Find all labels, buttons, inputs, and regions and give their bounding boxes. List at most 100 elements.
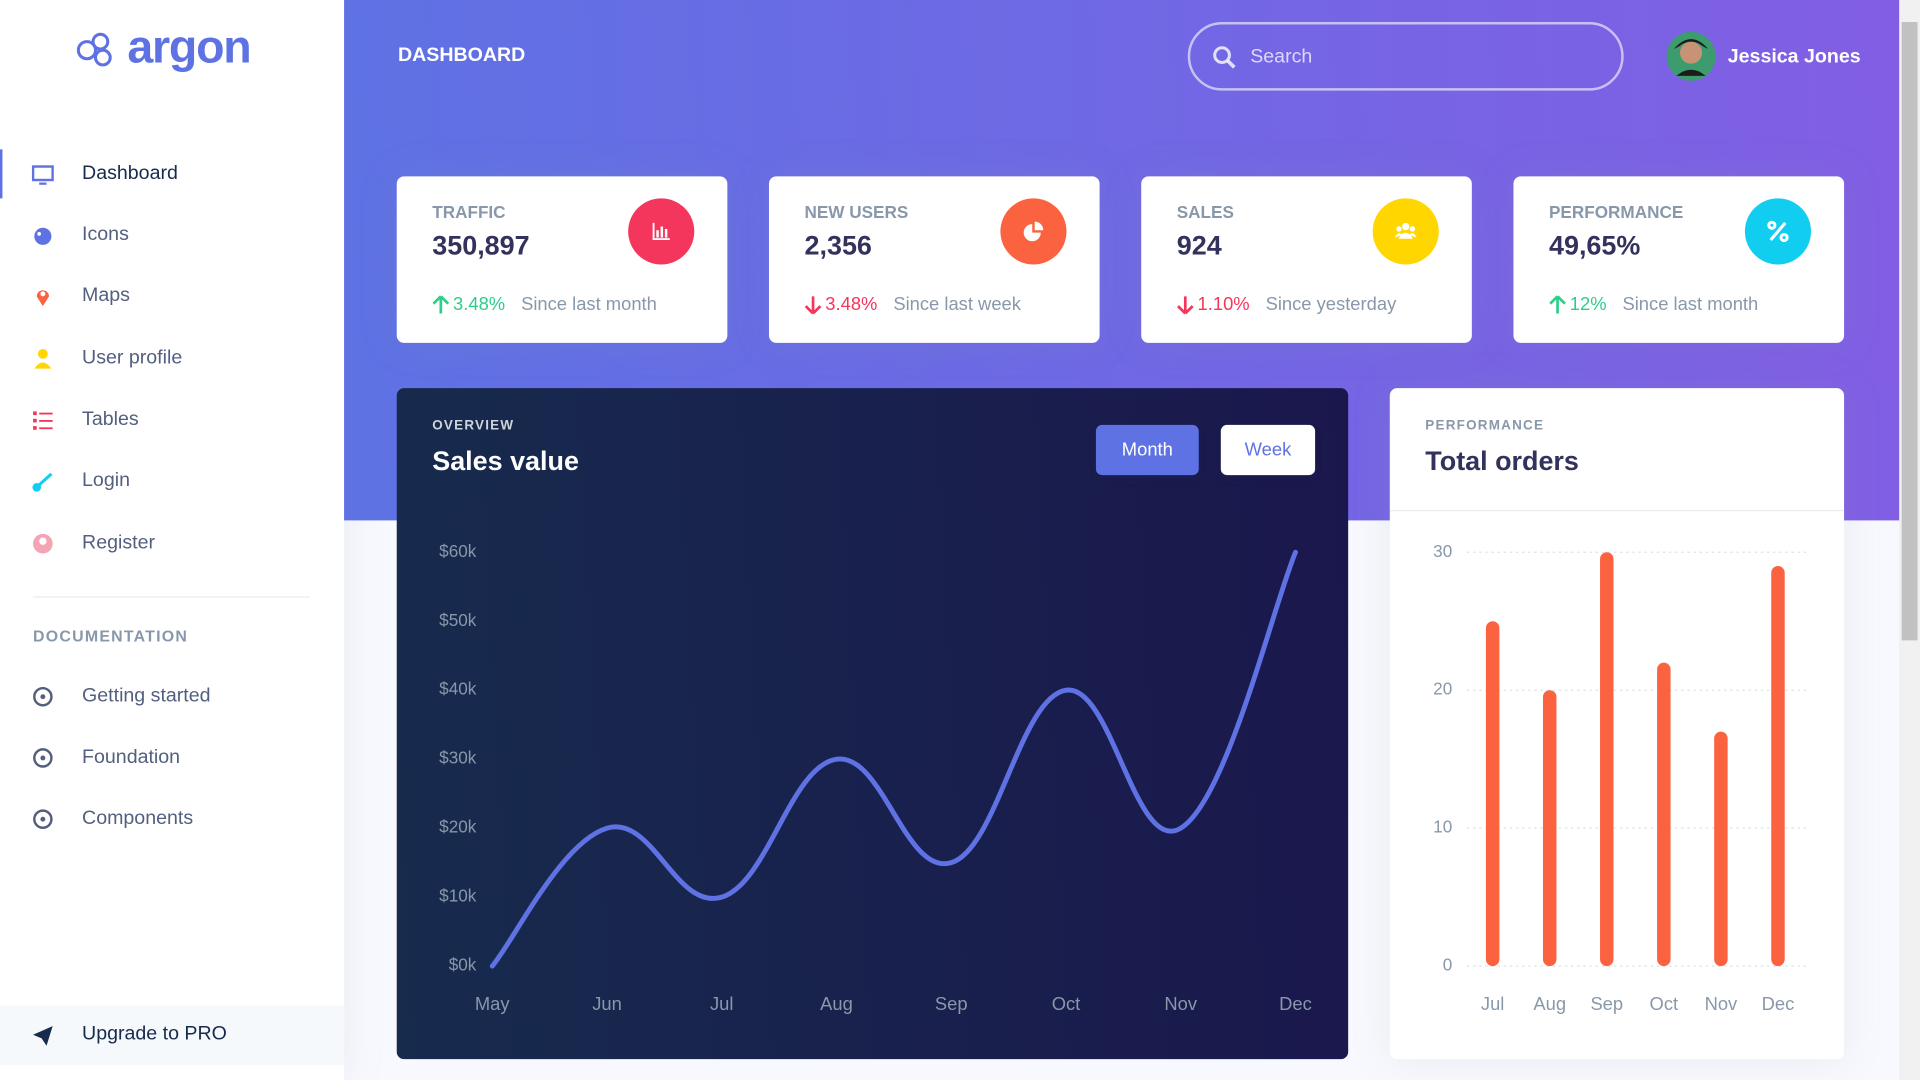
stat-change: 1.10% bbox=[1197, 293, 1250, 315]
x-tick-label: Sep bbox=[1590, 993, 1623, 1014]
x-tick-label: Oct bbox=[1052, 993, 1081, 1014]
y-tick-label: 10 bbox=[1433, 817, 1452, 837]
stat-icon bbox=[1744, 198, 1812, 265]
stat-glyph bbox=[1394, 222, 1417, 239]
nav-item[interactable]: Login bbox=[82, 470, 130, 492]
week-button[interactable]: Week bbox=[1220, 424, 1316, 476]
x-tick-label: May bbox=[475, 993, 511, 1014]
stat-label: NEW USERS bbox=[804, 202, 909, 222]
search-box[interactable]: Search bbox=[1187, 22, 1624, 91]
chart-pretitle: OVERVIEW bbox=[432, 418, 514, 433]
nav-icon bbox=[34, 348, 52, 369]
trend-arrow bbox=[1549, 295, 1566, 314]
stat-change: 3.48% bbox=[825, 293, 878, 315]
y-tick-label: $0k bbox=[449, 955, 477, 975]
orders-card bbox=[1389, 388, 1845, 1060]
x-tick-label: Nov bbox=[1705, 993, 1738, 1014]
nav-item[interactable]: Register bbox=[82, 532, 155, 554]
stat-value: 49,65% bbox=[1548, 230, 1641, 261]
nav-icon bbox=[36, 290, 49, 307]
doc-item[interactable]: Getting started bbox=[82, 685, 211, 707]
stat-card: NEW USERS 2,356 3.48% Since last week bbox=[768, 176, 1100, 343]
y-tick-label: 20 bbox=[1433, 679, 1452, 699]
bar bbox=[1657, 662, 1671, 967]
trend-arrow bbox=[432, 295, 450, 314]
divider bbox=[33, 596, 310, 598]
nav-icon bbox=[33, 411, 53, 430]
nav-icon bbox=[34, 227, 52, 245]
y-tick-label: $10k bbox=[439, 886, 477, 906]
stat-value: 2,356 bbox=[804, 230, 872, 261]
upgrade-icon bbox=[33, 1026, 53, 1046]
sales-line bbox=[489, 549, 1298, 969]
bar bbox=[1600, 552, 1614, 967]
brand-logo bbox=[76, 32, 112, 67]
y-tick-label: $30k bbox=[439, 748, 477, 768]
nav-item[interactable]: Dashboard bbox=[82, 162, 178, 184]
nav-item[interactable]: Tables bbox=[82, 408, 139, 430]
nav-icon bbox=[33, 533, 53, 554]
stat-value: 924 bbox=[1176, 230, 1222, 261]
stat-period: Since yesterday bbox=[1265, 293, 1397, 315]
sales-card bbox=[396, 388, 1349, 1060]
nav-icon bbox=[32, 472, 53, 492]
active-indicator bbox=[0, 149, 3, 199]
bar bbox=[1771, 566, 1785, 967]
stat-period: Since last month bbox=[1622, 293, 1759, 315]
stat-card: SALES 924 1.10% Since yesterday bbox=[1141, 176, 1472, 343]
doc-icon bbox=[33, 809, 53, 829]
y-tick-label: $40k bbox=[439, 679, 477, 699]
upgrade-label: Upgrade to PRO bbox=[82, 1023, 227, 1045]
chart-pretitle: PERFORMANCE bbox=[1425, 418, 1544, 433]
stat-icon bbox=[628, 198, 695, 265]
page-title: DASHBOARD bbox=[397, 45, 526, 67]
x-tick-label: Jun bbox=[592, 993, 622, 1014]
stat-glyph bbox=[652, 222, 670, 241]
bar bbox=[1542, 690, 1557, 967]
stat-glyph bbox=[1767, 220, 1789, 243]
trend-arrow bbox=[1177, 296, 1194, 315]
stat-icon bbox=[1000, 198, 1067, 265]
stat-label: TRAFFIC bbox=[432, 202, 506, 222]
stat-label: SALES bbox=[1176, 202, 1234, 222]
x-tick-label: Oct bbox=[1650, 993, 1679, 1014]
x-tick-label: Nov bbox=[1164, 993, 1197, 1014]
stat-period: Since last week bbox=[893, 293, 1021, 315]
y-tick-label: $60k bbox=[439, 541, 477, 561]
x-tick-label: Jul bbox=[710, 993, 733, 1014]
x-tick-label: Aug bbox=[1533, 993, 1566, 1014]
stat-glyph bbox=[1023, 221, 1044, 242]
stat-value: 350,897 bbox=[432, 230, 530, 261]
nav-item[interactable]: User profile bbox=[82, 347, 183, 369]
scroll-thumb[interactable] bbox=[1901, 22, 1918, 641]
bar bbox=[1714, 731, 1728, 967]
bar bbox=[1485, 621, 1500, 967]
stat-card: PERFORMANCE 49,65% 12% Since last month bbox=[1513, 176, 1845, 343]
stat-change: 3.48% bbox=[453, 293, 506, 315]
stat-change: 12% bbox=[1569, 293, 1607, 315]
x-tick-label: Sep bbox=[935, 993, 968, 1014]
nav-item[interactable]: Icons bbox=[82, 224, 129, 245]
nav-item[interactable]: Maps bbox=[82, 285, 130, 307]
y-tick-label: 30 bbox=[1433, 541, 1452, 561]
nav-icon bbox=[31, 165, 54, 185]
y-tick-label: $20k bbox=[439, 817, 477, 837]
stat-icon bbox=[1372, 198, 1439, 265]
month-button[interactable]: Month bbox=[1095, 424, 1199, 476]
avatar[interactable] bbox=[1666, 31, 1716, 81]
doc-icon bbox=[33, 686, 53, 707]
y-tick-label: $50k bbox=[439, 610, 477, 630]
doc-item[interactable]: Foundation bbox=[82, 746, 181, 768]
upgrade-bar[interactable]: Upgrade to PRO bbox=[0, 1005, 345, 1066]
search-placeholder: Search bbox=[1250, 46, 1313, 68]
x-tick-label: Jul bbox=[1481, 993, 1504, 1014]
scrollbar[interactable] bbox=[1899, 0, 1920, 1080]
stat-label: PERFORMANCE bbox=[1548, 202, 1684, 222]
doc-item[interactable]: Components bbox=[82, 808, 194, 829]
sidebar: argon Dashboard Icons Maps User profile Tabl… bbox=[0, 0, 345, 1080]
sales-chart: OVERVIEW Sales value $0k $10k $20k $30k $40k… bbox=[432, 418, 1312, 1014]
doc-icon bbox=[33, 748, 53, 768]
user-name[interactable]: Jessica Jones bbox=[1727, 46, 1861, 68]
